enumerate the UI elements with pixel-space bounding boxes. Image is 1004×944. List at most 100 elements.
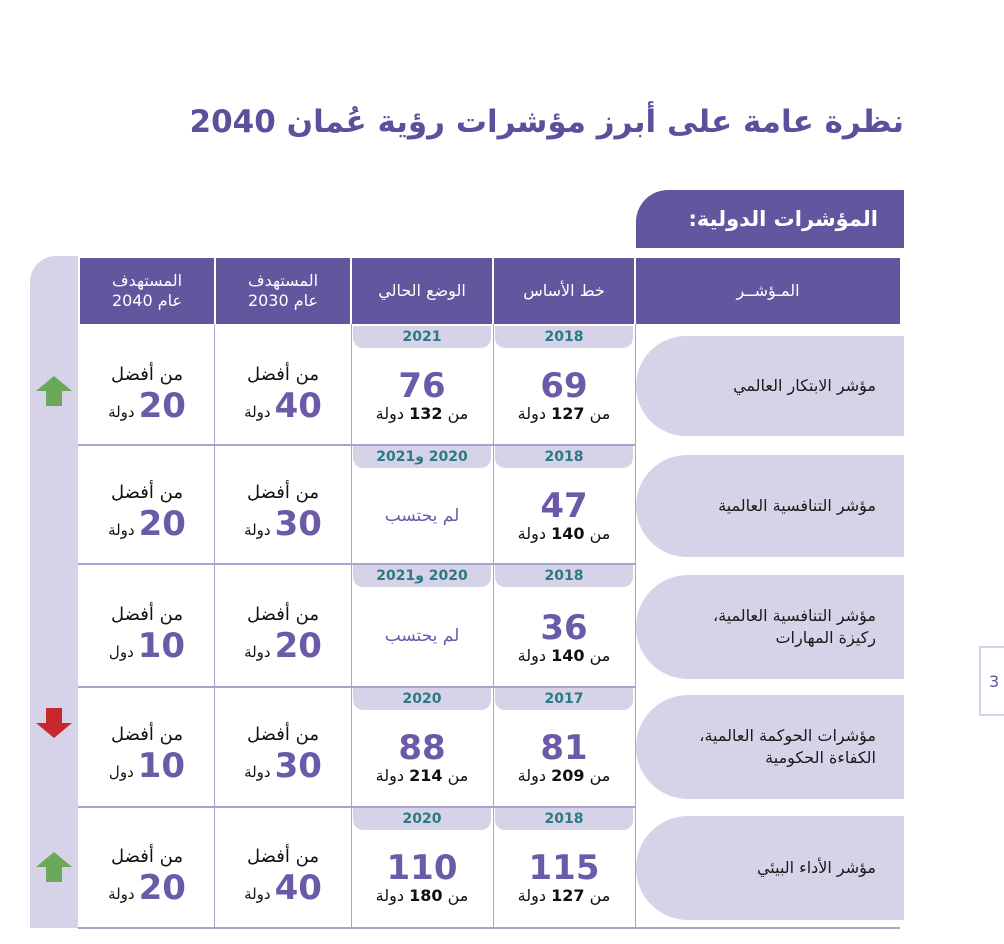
grid-line [635,324,636,928]
target-num: 20 [138,868,186,908]
target-unit: دول [108,763,134,781]
baseline-total: من 127 دولة [517,886,611,905]
current-rank: 88 [398,728,446,768]
current-value: 110 من 180 دولة [353,832,491,924]
header-current: الوضع الحالي [352,258,492,324]
target-unit: دولة [244,403,271,421]
target-label: من أفضل [111,724,183,745]
indicator-innovation: مؤشر الابتكار العالمي [636,336,904,436]
target-num: 30 [274,504,322,544]
header-target-2040-line1: المستهدف [111,271,183,290]
target-num: 40 [274,386,322,426]
not-calculated-label: لم يحتسب [384,506,460,526]
target-label: من أفضل [111,482,183,503]
target-unit: دولة [244,521,271,539]
current-year: 2020 و2021 [353,565,491,587]
baseline-value: 115 من 127 دولة [495,832,633,924]
header-baseline-label: خط الأساس [523,281,605,300]
page-number: 3 [979,646,1004,716]
target-2040: من أفضل 10 دول [80,586,214,682]
indicator-label: مؤشر الابتكار العالمي [733,376,876,395]
target-num: 10 [137,746,186,786]
header-target-2040-line2: عام 2040 [111,291,183,310]
target-label: من أفضل [111,604,183,625]
target-label: من أفضل [247,364,319,385]
row-divider [78,806,636,808]
target-label: من أفضل [111,364,183,385]
baseline-year: 2018 [495,808,633,830]
target-num: 10 [137,626,186,666]
baseline-rank: 36 [540,608,588,648]
target-num: 40 [274,868,322,908]
baseline-year: 2018 [495,565,633,587]
trend-up-arrow-icon [36,376,72,406]
indicator-label: مؤشر التنافسية العالمية [718,496,876,515]
target-label: من أفضل [111,846,183,867]
target-num: 30 [274,746,322,786]
current-value: 88 من 214 دولة [353,712,491,804]
target-2030: من أفضل 40 دولة [216,828,350,924]
baseline-total: من 127 دولة [517,404,611,423]
page-number-label: 3 [989,671,1000,691]
target-2040: من أفضل 10 دول [80,706,214,802]
current-year: 2020 و2021 [353,446,491,468]
baseline-rank: 115 [528,848,600,888]
header-current-label: الوضع الحالي [378,281,466,300]
page-title: نظرة عامة على أبرز مؤشرات رؤية عُمان 204… [189,104,904,140]
baseline-total: من 209 دولة [517,766,611,785]
current-year: 2020 [353,688,491,710]
target-num: 20 [274,626,322,666]
current-rank: 76 [398,366,446,406]
table-bottom-line [78,927,900,929]
target-num: 20 [138,386,186,426]
grid-line [351,324,352,928]
target-2030: من أفضل 40 دولة [216,346,350,442]
target-label: من أفضل [247,604,319,625]
current-total: من 180 دولة [375,886,469,905]
trend-up-arrow-icon [36,852,72,882]
current-year: 2021 [353,326,491,348]
grid-line [493,324,494,928]
target-label: من أفضل [247,724,319,745]
current-total: من 132 دولة [375,404,469,423]
current-value: 76 من 132 دولة [353,350,491,442]
baseline-value: 36 من 140 دولة [495,592,633,684]
target-2040: من أفضل 20 دولة [80,464,214,560]
target-2030: من أفضل 30 دولة [216,464,350,560]
header-target-2030: المستهدف عام 2030 [216,258,350,324]
baseline-value: 81 من 209 دولة [495,712,633,804]
target-unit: دولة [244,763,271,781]
target-unit: دولة [244,643,271,661]
target-num: 20 [138,504,186,544]
section-label: المؤشرات الدولية: [688,207,878,231]
target-2030: من أفضل 20 دولة [216,586,350,682]
indicator-governance: مؤشرات الحوكمة العالمية، الكفاءة الحكومي… [636,695,904,799]
section-tab-international-indicators: المؤشرات الدولية: [636,190,904,248]
target-unit: دولة [108,403,135,421]
baseline-value: 47 من 140 دولة [495,470,633,562]
target-unit: دول [108,643,134,661]
indicator-environmental-performance: مؤشر الأداء البيئي [636,816,904,920]
header-target-2030-line1: المستهدف [247,271,319,290]
baseline-year: 2018 [495,326,633,348]
baseline-total: من 140 دولة [517,524,611,543]
target-2040: من أفضل 20 دولة [80,828,214,924]
target-2040: من أفضل 20 دولة [80,346,214,442]
baseline-rank: 69 [540,366,588,406]
row-divider [78,686,636,688]
header-target-2040: المستهدف عام 2040 [80,258,214,324]
baseline-value: 69 من 127 دولة [495,350,633,442]
row-divider [78,444,636,446]
indicator-label: مؤشرات الحوكمة العالمية، الكفاءة الحكومي… [699,726,876,767]
indicator-competitiveness: مؤشر التنافسية العالمية [636,455,904,557]
baseline-rank: 47 [540,486,588,526]
target-unit: دولة [108,521,135,539]
current-rank: 110 [386,848,458,888]
trend-down-arrow-icon [36,708,72,738]
grid-line [214,324,215,928]
indicator-label: مؤشر الأداء البيئي [756,858,876,877]
header-target-2030-line2: عام 2030 [247,291,319,310]
target-label: من أفضل [247,482,319,503]
current-value: لم يحتسب [353,590,491,682]
baseline-rank: 81 [540,728,588,768]
